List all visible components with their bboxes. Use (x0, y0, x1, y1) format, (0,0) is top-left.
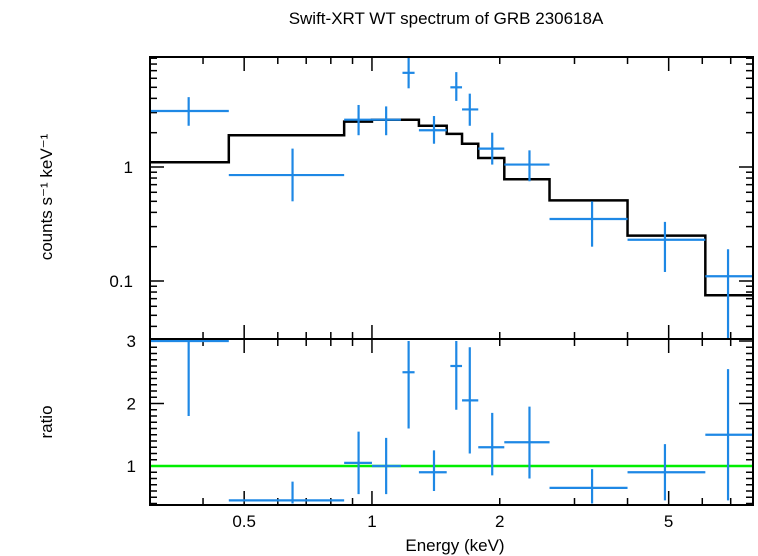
ratio-point (549, 469, 628, 504)
x-tick-label: 1 (367, 512, 376, 531)
y-tick-label: 0.1 (109, 272, 133, 291)
data-point (402, 57, 415, 89)
y-tick-label: 1 (127, 457, 136, 476)
x-ticks (149, 57, 732, 339)
ratio-point (478, 412, 505, 476)
data-point (371, 106, 401, 136)
y-axis-label-spectrum: counts s⁻¹ keV⁻¹ (37, 133, 56, 260)
ratio-frame (149, 338, 754, 506)
data-point (228, 148, 345, 202)
ratio-data (150, 339, 753, 504)
ratio-point (418, 450, 447, 491)
y-tick-label: 3 (127, 332, 136, 351)
data-point (549, 201, 628, 247)
x-axis-label: Energy (keV) (405, 536, 504, 555)
x-tick-label: 5 (664, 512, 673, 531)
ratio-point (344, 431, 372, 495)
ratio-point (228, 481, 345, 504)
x-tick-label: 0.5 (232, 512, 256, 531)
data-point (150, 97, 229, 126)
y-tick-label: 1 (124, 158, 133, 177)
y-tick-label: 2 (127, 395, 136, 414)
data-point (478, 132, 505, 165)
data-point (504, 150, 550, 182)
x-tick-label: 2 (495, 512, 504, 531)
data-point (450, 72, 463, 101)
ratio-point (371, 437, 401, 495)
ratio-panel: 3 2 1 0.5 1 2 5 (127, 332, 754, 531)
ratio-point (627, 444, 706, 501)
model-step-line (150, 118, 753, 297)
ratio-point (150, 339, 229, 416)
ratio-point (462, 347, 479, 454)
spectrum-data (150, 57, 753, 339)
chart-title: Swift-XRT WT spectrum of GRB 230618A (289, 9, 604, 28)
data-point (627, 221, 706, 272)
spectrum-panel: 10.1 (109, 56, 754, 340)
ratio-point (504, 406, 550, 479)
ratio-point (450, 341, 463, 410)
y-axis-label-ratio: ratio (37, 405, 56, 438)
data-point (462, 93, 479, 126)
ratio-point (402, 341, 415, 429)
x-ticks (149, 339, 732, 505)
spectrum-frame (149, 56, 754, 340)
data-point (418, 116, 447, 144)
data-point (344, 104, 372, 136)
y-ticks-spectrum (150, 57, 753, 328)
data-point (705, 249, 753, 339)
ratio-point (705, 369, 753, 501)
